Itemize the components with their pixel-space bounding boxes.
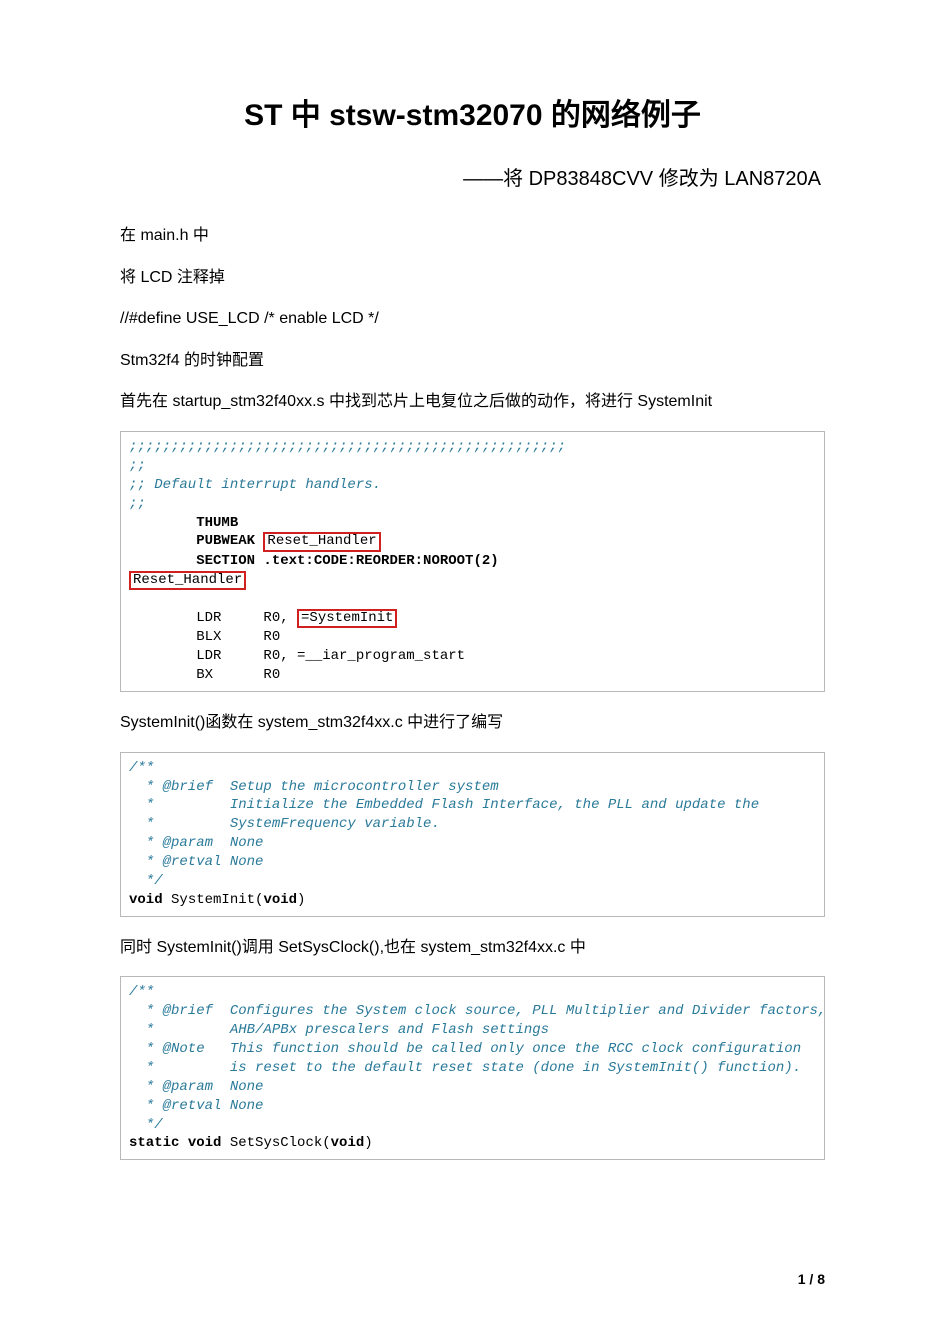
code-text: SetSysClock( bbox=[221, 1135, 330, 1151]
code-text: SystemInit( bbox=[163, 892, 264, 908]
code-text: ) bbox=[297, 892, 305, 908]
code-kw: void bbox=[129, 892, 163, 908]
code-kw: static bbox=[129, 1135, 179, 1151]
code-comment: * @retval None bbox=[129, 854, 263, 870]
page-subtitle: ——将 DP83848CVV 修改为 LAN8720A bbox=[120, 162, 825, 191]
code-line: LDR R0, bbox=[129, 610, 297, 626]
paragraph: 首先在 startup_stm32f40xx.s 中找到芯片上电复位之后做的动作… bbox=[120, 389, 825, 415]
code-comment: * @brief Configures the System clock sou… bbox=[129, 1003, 826, 1019]
code-comment: * is reset to the default reset state (d… bbox=[129, 1060, 801, 1076]
code-text bbox=[179, 1135, 187, 1151]
code-kw: void bbox=[188, 1135, 222, 1151]
code-kw: SECTION .text:CODE:REORDER:NOROOT(2) bbox=[129, 553, 499, 569]
code-comment: */ bbox=[129, 1117, 163, 1133]
code-comment: * @param None bbox=[129, 1079, 263, 1095]
code-figure-asm: ;;;;;;;;;;;;;;;;;;;;;;;;;;;;;;;;;;;;;;;;… bbox=[120, 431, 825, 692]
paragraph: 将 LCD 注释掉 bbox=[120, 265, 825, 291]
code-comment: ;; bbox=[129, 458, 146, 474]
code-comment: ;; bbox=[129, 496, 146, 512]
code-comment: */ bbox=[129, 873, 163, 889]
highlight-reset-handler: Reset_Handler bbox=[263, 532, 380, 551]
code-comment: * AHB/APBx prescalers and Flash settings bbox=[129, 1022, 549, 1038]
code-comment: * @param None bbox=[129, 835, 263, 851]
code-comment: * @Note This function should be called o… bbox=[129, 1041, 801, 1057]
highlight-reset-handler-label: Reset_Handler bbox=[129, 571, 246, 590]
code-comment: ;; Default interrupt handlers. bbox=[129, 477, 381, 493]
code-kw: void bbox=[263, 892, 297, 908]
page-number: 1 / 8 bbox=[798, 1271, 825, 1287]
highlight-systeminit: =SystemInit bbox=[297, 609, 397, 628]
code-line: BX R0 bbox=[129, 667, 280, 683]
code-comment: ;;;;;;;;;;;;;;;;;;;;;;;;;;;;;;;;;;;;;;;;… bbox=[129, 439, 566, 455]
code-comment: * Initialize the Embedded Flash Interfac… bbox=[129, 797, 759, 813]
paragraph: Stm32f4 的时钟配置 bbox=[120, 348, 825, 374]
code-text: ) bbox=[364, 1135, 372, 1151]
code-kw: THUMB bbox=[129, 515, 238, 531]
paragraph: SystemInit()函数在 system_stm32f4xx.c 中进行了编… bbox=[120, 710, 825, 736]
page-title: ST 中 stsw-stm32070 的网络例子 bbox=[120, 90, 825, 134]
code-figure-c1: /** * @brief Setup the microcontroller s… bbox=[120, 752, 825, 917]
code-comment: * SystemFrequency variable. bbox=[129, 816, 440, 832]
code-kw: PUBWEAK bbox=[129, 533, 263, 549]
code-kw: void bbox=[331, 1135, 365, 1151]
code-comment: * @brief Setup the microcontroller syste… bbox=[129, 779, 499, 795]
paragraph: 同时 SystemInit()调用 SetSysClock(),也在 syste… bbox=[120, 935, 825, 961]
code-comment: * @retval None bbox=[129, 1098, 263, 1114]
code-figure-c2: /** * @brief Configures the System clock… bbox=[120, 976, 825, 1160]
code-comment: /** bbox=[129, 760, 154, 776]
code-comment: /** bbox=[129, 984, 154, 1000]
code-line: LDR R0, =__iar_program_start bbox=[129, 648, 465, 664]
code-line: BLX R0 bbox=[129, 629, 280, 645]
code-line: //#define USE_LCD /* enable LCD */ bbox=[120, 306, 825, 332]
paragraph: 在 main.h 中 bbox=[120, 223, 825, 249]
